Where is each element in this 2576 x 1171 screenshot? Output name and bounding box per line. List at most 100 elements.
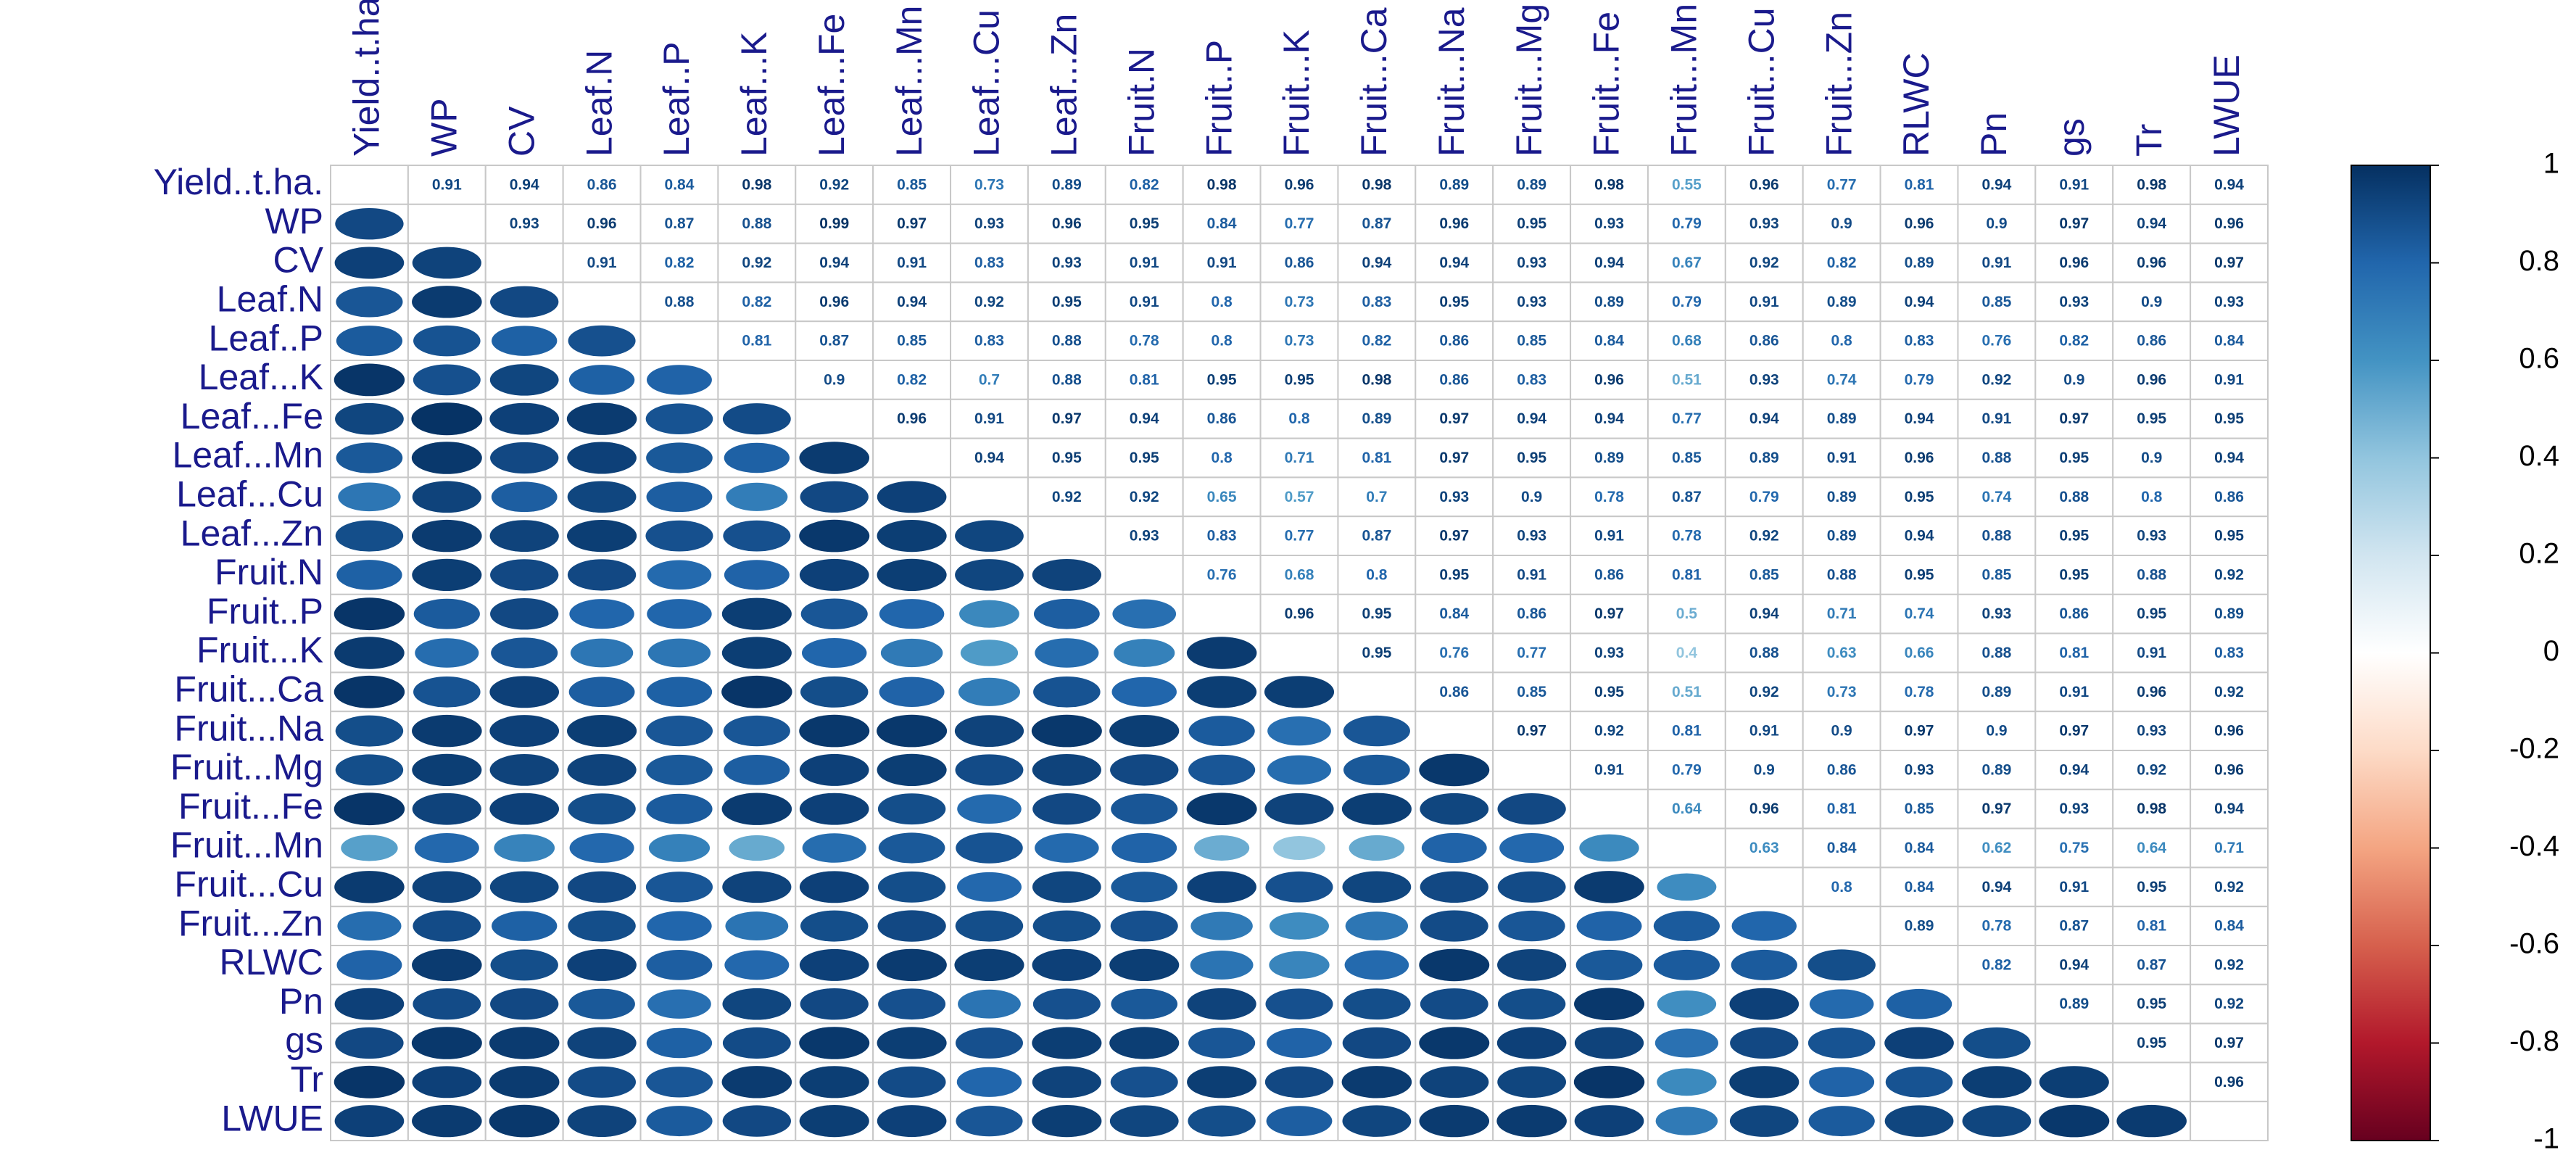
- correlation-value: 0.82: [665, 255, 695, 271]
- correlation-value: 0.88: [2137, 566, 2166, 583]
- correlation-value: 0.8: [1831, 879, 1853, 895]
- correlation-ellipse: [1035, 638, 1099, 668]
- correlation-ellipse: [413, 910, 481, 942]
- column-label: Leaf.N: [579, 50, 619, 157]
- cell: [1957, 593, 2037, 634]
- cell: [1724, 711, 1804, 752]
- correlation-ellipse: [1032, 793, 1101, 825]
- correlation-value: 0.96: [2214, 723, 2244, 740]
- cell: [1802, 476, 1881, 518]
- correlation-ellipse: [877, 910, 946, 942]
- correlation-value: 0.93: [2214, 294, 2244, 310]
- cell: [872, 320, 952, 362]
- correlation-value: 0.95: [2137, 879, 2166, 895]
- cell: [1259, 398, 1339, 439]
- correlation-value: 0.85: [1981, 294, 2011, 310]
- correlation-ellipse: [569, 599, 634, 629]
- cell: [2112, 788, 2192, 829]
- correlation-value: 0.97: [1052, 410, 1082, 427]
- correlation-ellipse: [879, 599, 945, 629]
- correlation-ellipse: [1574, 1027, 1644, 1059]
- row-label: Fruit...Cu: [174, 864, 323, 905]
- cell: [1802, 360, 1881, 400]
- correlation-value: 0.91: [897, 255, 927, 271]
- cell: [1957, 983, 2037, 1025]
- column-label: Leaf...Cu: [966, 9, 1007, 157]
- correlation-ellipse: [1730, 1027, 1799, 1059]
- correlation-value: 0.81: [1672, 723, 1702, 740]
- correlation-value: 0.95: [1517, 215, 1546, 232]
- cell: [1957, 516, 2037, 557]
- correlation-value: 0.93: [2137, 723, 2166, 740]
- correlation-value: 0.95: [2214, 410, 2244, 427]
- correlation-value: 0.78: [1981, 918, 2011, 935]
- correlation-value: 0.93: [1594, 645, 1624, 661]
- correlation-ellipse: [879, 676, 945, 707]
- correlation-value: 0.96: [2137, 684, 2166, 700]
- correlation-ellipse: [412, 871, 481, 903]
- row-label: WP: [265, 201, 323, 241]
- correlation-value: 0.96: [2214, 1074, 2244, 1091]
- correlation-ellipse: [1273, 836, 1325, 860]
- correlation-value: 0.92: [2214, 684, 2244, 700]
- correlation-ellipse: [1342, 1105, 1412, 1137]
- cell: [1802, 437, 1881, 479]
- correlation-value: 0.85: [1517, 333, 1546, 349]
- correlation-value: 0.95: [2059, 566, 2089, 583]
- cell: [2112, 827, 2192, 869]
- column-label: Fruit...Na: [1431, 7, 1472, 157]
- correlation-ellipse: [646, 1027, 713, 1059]
- correlation-value: 0.64: [2137, 840, 2166, 856]
- correlation-value: 0.63: [1827, 645, 1857, 661]
- correlation-ellipse: [1343, 754, 1410, 785]
- correlation-ellipse: [723, 715, 790, 747]
- cell: [2034, 398, 2114, 439]
- correlation-value: 0.93: [1905, 761, 1934, 778]
- correlation-ellipse: [334, 1065, 405, 1098]
- cell: [2190, 242, 2269, 284]
- correlation-ellipse: [1345, 911, 1409, 940]
- correlation-ellipse: [1111, 832, 1177, 864]
- correlation-value: 0.89: [1594, 294, 1624, 310]
- correlation-ellipse: [1807, 1027, 1876, 1059]
- cell: [795, 281, 874, 323]
- correlation-ellipse: [567, 1105, 637, 1137]
- correlation-value: 0.93: [2059, 294, 2089, 310]
- cell: [1259, 632, 1339, 674]
- column-label: Yield..t.ha.: [347, 0, 387, 157]
- correlation-ellipse: [1885, 1067, 1953, 1098]
- correlation-ellipse: [799, 871, 869, 903]
- cell: [2034, 476, 2114, 518]
- correlation-ellipse: [413, 364, 481, 396]
- cell: [2190, 203, 2269, 244]
- correlation-ellipse: [1109, 1105, 1179, 1137]
- correlation-ellipse: [1420, 871, 1488, 903]
- correlation-value: 0.81: [1827, 800, 1857, 817]
- cell: [1957, 203, 2037, 244]
- cell: [2112, 1062, 2192, 1103]
- correlation-ellipse: [726, 482, 788, 511]
- correlation-value: 0.79: [1672, 215, 1702, 232]
- correlation-ellipse: [956, 1067, 1022, 1097]
- correlation-ellipse: [1498, 910, 1565, 942]
- correlation-ellipse: [1653, 949, 1720, 980]
- correlation-ellipse: [334, 247, 405, 279]
- correlation-value: 0.93: [1130, 528, 1159, 545]
- correlation-ellipse: [1342, 1027, 1412, 1059]
- correlation-ellipse: [568, 1066, 637, 1098]
- correlation-ellipse: [648, 834, 711, 862]
- correlation-value: 0.81: [2059, 645, 2089, 661]
- row-label: Pn: [279, 981, 323, 1022]
- cell: [795, 360, 874, 400]
- correlation-value: 0.78: [1672, 528, 1702, 545]
- cell: [407, 203, 486, 244]
- cell: [562, 281, 642, 323]
- correlation-ellipse: [568, 988, 635, 1019]
- cell: [1724, 360, 1804, 400]
- cell: [717, 242, 797, 284]
- correlation-ellipse: [799, 753, 869, 786]
- correlation-ellipse: [1035, 833, 1099, 863]
- correlation-ellipse: [489, 364, 559, 396]
- cell: [2190, 750, 2269, 790]
- correlation-value: 0.93: [1749, 215, 1779, 232]
